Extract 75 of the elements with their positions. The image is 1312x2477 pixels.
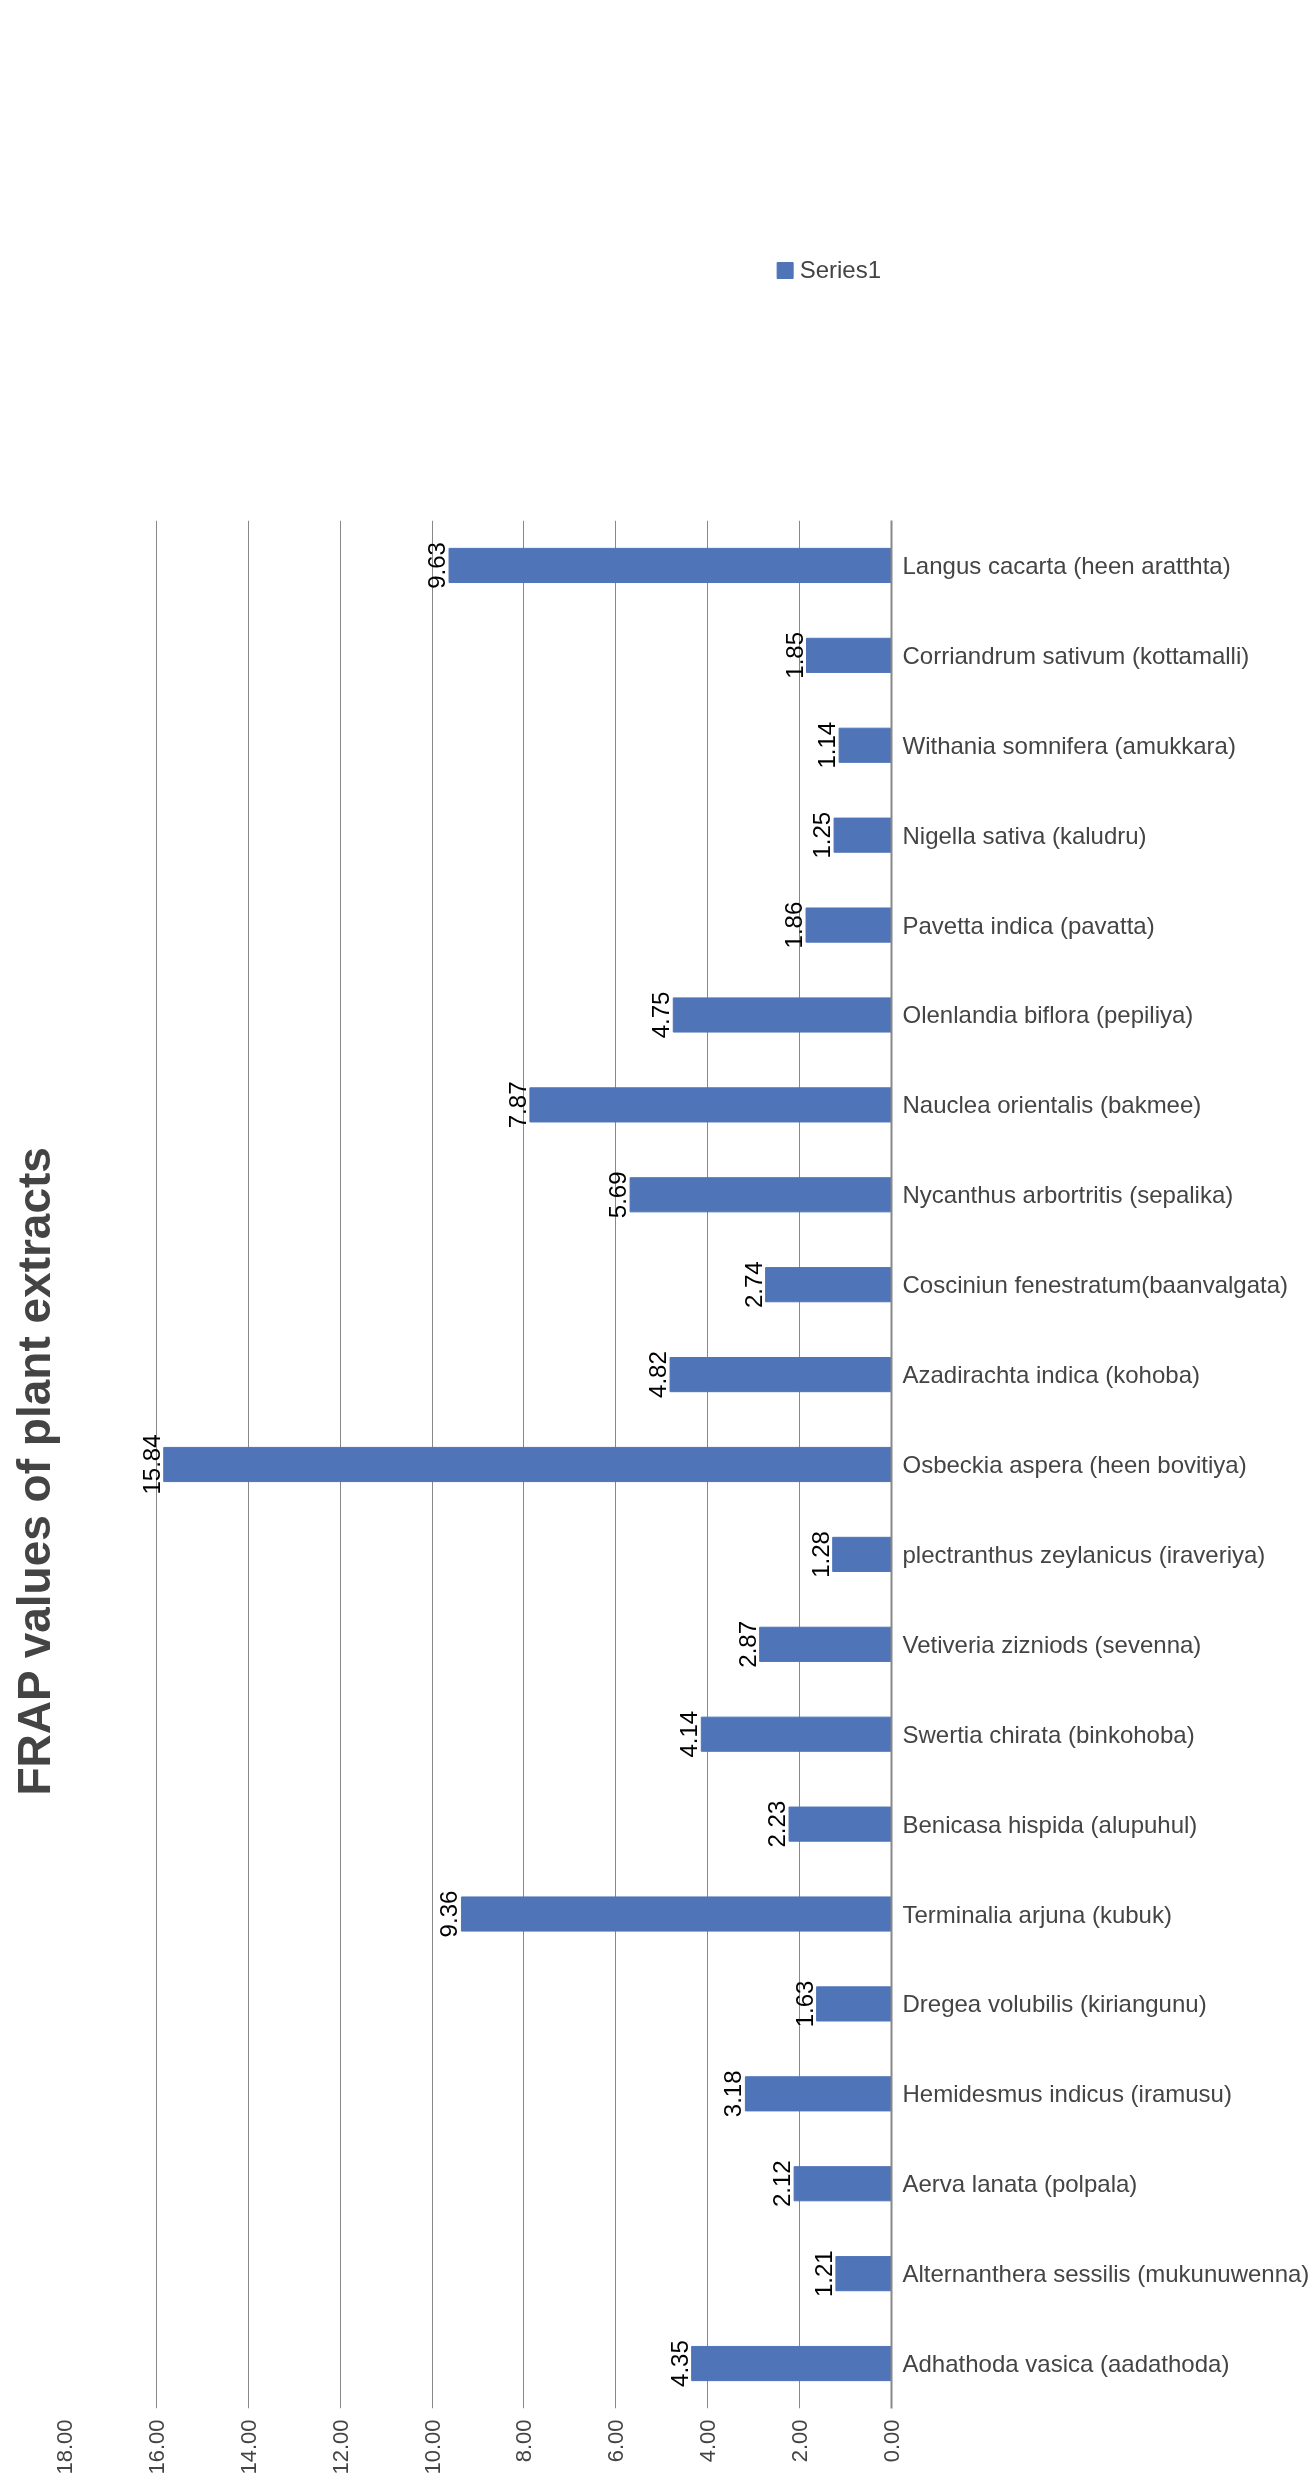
y-tick-label: Alternanthera sessilis (mukunuwenna) bbox=[902, 2260, 1310, 2288]
bar bbox=[700, 1716, 892, 1752]
bar bbox=[669, 1357, 892, 1393]
x-tick-label: 8.00 bbox=[511, 2419, 537, 2463]
data-label: 9.63 bbox=[423, 542, 451, 589]
data-label: 15.84 bbox=[137, 1434, 165, 1495]
data-label: 5.69 bbox=[604, 1171, 632, 1219]
y-tick-label: Osbeckia aspera (heen bovitiya) bbox=[902, 1451, 1247, 1478]
bar bbox=[835, 2256, 892, 2292]
y-tick-label: Benicasa hispida (alupuhul) bbox=[902, 1810, 1198, 1838]
data-label: 9.36 bbox=[435, 1890, 463, 1938]
data-label: 4.14 bbox=[675, 1710, 703, 1758]
bar bbox=[691, 2345, 892, 2382]
bar bbox=[460, 1896, 892, 1932]
bar bbox=[793, 2166, 892, 2202]
bar bbox=[832, 1536, 892, 1572]
data-label: 4.75 bbox=[647, 991, 675, 1039]
y-tick-label: Olenlandia biflora (pepiliya) bbox=[902, 1001, 1194, 1029]
data-label: 2.87 bbox=[733, 1620, 761, 1668]
data-label: 1.14 bbox=[813, 721, 841, 769]
bar bbox=[448, 547, 892, 584]
y-tick-label: Cosciniun fenestratum(baanvalgata) bbox=[902, 1271, 1289, 1299]
y-tick-label: Langus cacarta (heen aratthta) bbox=[902, 551, 1231, 579]
bar bbox=[838, 727, 892, 763]
x-tick-label: 14.00 bbox=[235, 2419, 261, 2475]
y-tick-label: Nycanthus arbortritis (sepalika) bbox=[902, 1181, 1234, 1209]
x-tick-label: 2.00 bbox=[787, 2419, 813, 2463]
bar bbox=[672, 997, 892, 1033]
data-label: 2.12 bbox=[768, 2160, 796, 2208]
y-tick-label: Nigella sativa (kaludru) bbox=[902, 821, 1147, 849]
x-tick-label: 4.00 bbox=[695, 2419, 721, 2463]
bar bbox=[529, 1087, 892, 1123]
bar bbox=[765, 1267, 892, 1303]
x-tick-label: 18.00 bbox=[52, 2419, 77, 2475]
data-label: 3.18 bbox=[719, 2070, 747, 2118]
bar bbox=[744, 2076, 892, 2112]
data-label: 1.86 bbox=[780, 901, 808, 949]
y-tick-label: Hemidesmus indicus (iramusu) bbox=[902, 2080, 1232, 2108]
data-label: 1.85 bbox=[780, 631, 808, 679]
y-tick-label: plectranthus zeylanicus (iraveriya) bbox=[902, 1540, 1266, 1568]
data-label: 7.87 bbox=[503, 1081, 531, 1129]
bar bbox=[788, 1806, 892, 1842]
bar bbox=[805, 907, 892, 943]
y-tick-label: Aerva lanata (polpala) bbox=[902, 2170, 1138, 2198]
data-label: 2.74 bbox=[739, 1261, 767, 1309]
y-tick-label: Azadirachta indica (kohoba) bbox=[902, 1361, 1201, 1389]
x-tick-label: 10.00 bbox=[419, 2419, 445, 2475]
bar bbox=[833, 817, 892, 853]
bar bbox=[163, 1446, 892, 1483]
x-tick-label: 6.00 bbox=[603, 2419, 629, 2463]
text: FRAP values of plant extracts bbox=[7, 1147, 60, 1796]
y-tick-label: Adhathoda vasica (aadathoda) bbox=[902, 2350, 1230, 2378]
bar bbox=[629, 1177, 892, 1213]
y-tick-label: Vetiveria zizniods (sevenna) bbox=[902, 1630, 1202, 1658]
x-tick-label: 12.00 bbox=[327, 2419, 353, 2475]
y-tick-label: Withania somnifera (amukkara) bbox=[902, 731, 1236, 759]
y-tick-label: Swertia chirata (binkohoba) bbox=[902, 1720, 1195, 1748]
data-label: 4.82 bbox=[644, 1351, 672, 1398]
data-label: 1.21 bbox=[809, 2250, 837, 2297]
data-label: 4.35 bbox=[665, 2340, 693, 2387]
y-tick-label: Terminalia arjuna (kubuk) bbox=[902, 1900, 1172, 1928]
legend-label: Series1 bbox=[799, 256, 881, 284]
x-tick-label: 16.00 bbox=[143, 2419, 169, 2475]
data-label: 1.25 bbox=[808, 811, 836, 859]
y-tick-label: Dregea volubilis (kiriangunu) bbox=[902, 1990, 1207, 2018]
y-tick-label: Nauclea orientalis (bakmee) bbox=[902, 1091, 1202, 1119]
y-tick-label: Corriandrum sativum (kottamalli) bbox=[902, 641, 1250, 669]
data-label: 1.63 bbox=[790, 1980, 818, 2028]
y-tick-label: Pavetta indica (pavatta) bbox=[902, 911, 1155, 939]
bar bbox=[806, 637, 892, 673]
data-label: 1.28 bbox=[806, 1531, 834, 1578]
bar bbox=[759, 1626, 892, 1662]
bar bbox=[816, 1986, 892, 2022]
data-label: 2.23 bbox=[763, 1800, 791, 1848]
x-tick-label: 0.00 bbox=[879, 2419, 904, 2463]
